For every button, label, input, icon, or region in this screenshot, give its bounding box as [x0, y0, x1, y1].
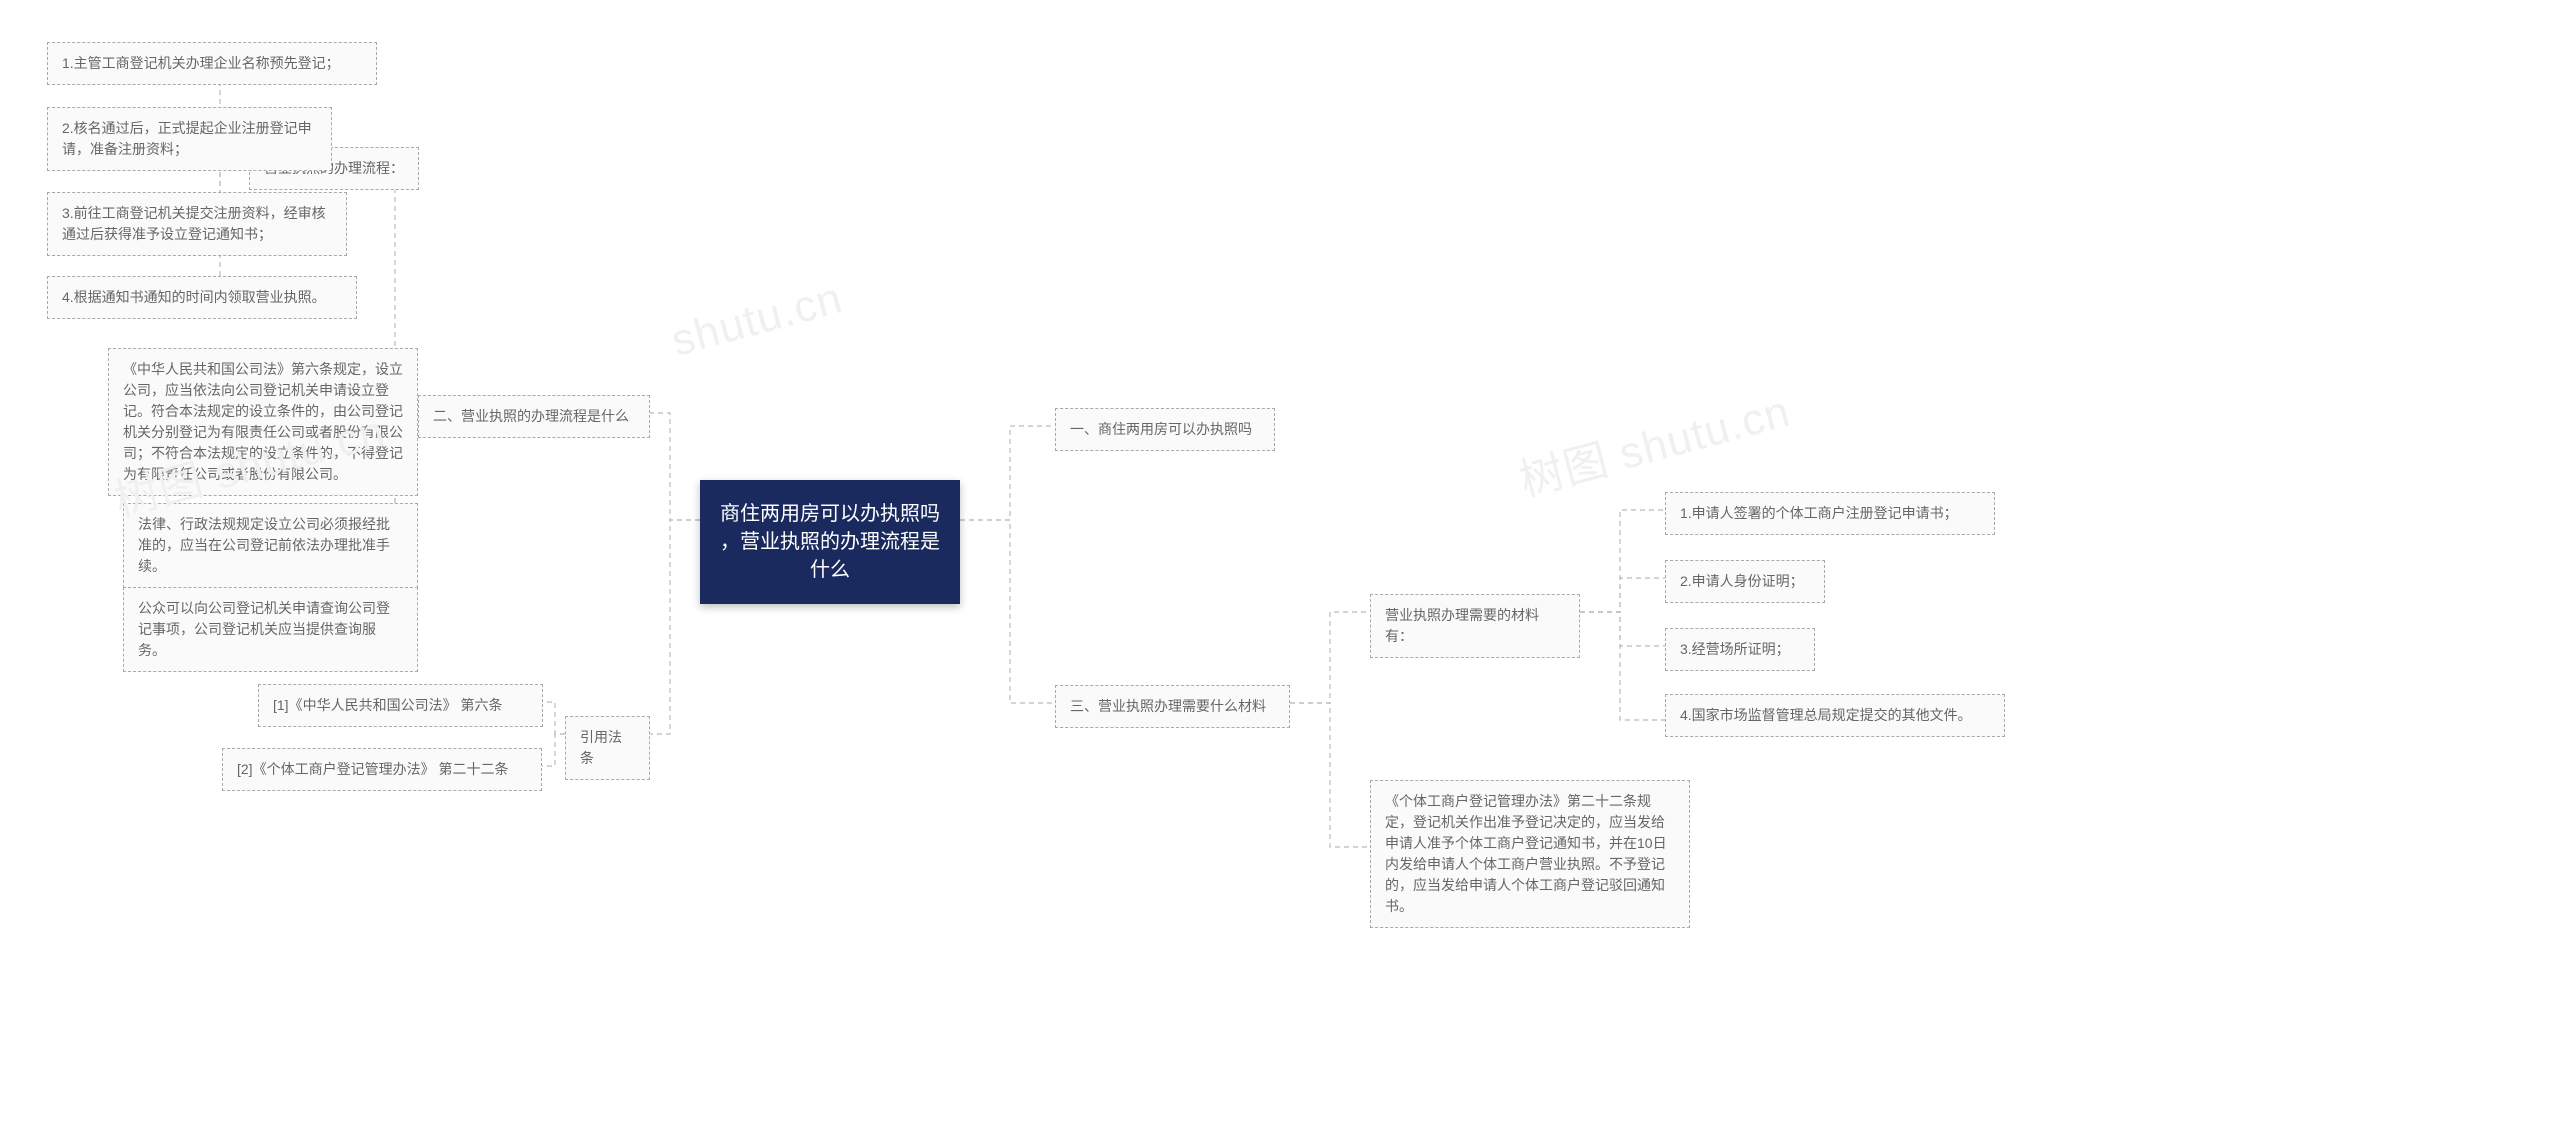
node-l2a3: 3.前往工商登记机关提交注册资料，经审核通过后获得准予设立登记通知书；: [47, 192, 347, 256]
node-r3a2: 2.申请人身份证明；: [1665, 560, 1825, 603]
watermark: 树图 shutu.cn: [1511, 375, 1796, 509]
node-l2: 二、营业执照的办理流程是什么: [418, 395, 650, 438]
node-l2a1: 1.主管工商登记机关办理企业名称预先登记；: [47, 42, 377, 85]
node-r3a4: 4.国家市场监督管理总局规定提交的其他文件。: [1665, 694, 2005, 737]
central-topic: 商住两用房可以办执照吗 ，营业执照的办理流程是 什么: [700, 480, 960, 604]
node-l2d: 公众可以向公司登记机关申请查询公司登记事项，公司登记机关应当提供查询服务。: [123, 587, 418, 672]
watermark: shutu.cn: [666, 273, 847, 366]
node-l3: 引用法条: [565, 716, 650, 780]
node-l2c: 法律、行政法规规定设立公司必须报经批准的，应当在公司登记前依法办理批准手续。: [123, 503, 418, 588]
node-r3a3: 3.经营场所证明；: [1665, 628, 1815, 671]
node-r3a: 营业执照办理需要的材料有：: [1370, 594, 1580, 658]
node-l3b: [2]《个体工商户登记管理办法》 第二十二条: [222, 748, 542, 791]
node-r1: 一、商住两用房可以办执照吗: [1055, 408, 1275, 451]
node-r3b: 《个体工商户登记管理办法》第二十二条规定，登记机关作出准予登记决定的，应当发给申…: [1370, 780, 1690, 928]
node-l2a4: 4.根据通知书通知的时间内领取营业执照。: [47, 276, 357, 319]
node-l2b: 《中华人民共和国公司法》第六条规定，设立公司，应当依法向公司登记机关申请设立登记…: [108, 348, 418, 496]
node-r3: 三、营业执照办理需要什么材料: [1055, 685, 1290, 728]
node-l3a: [1]《中华人民共和国公司法》 第六条: [258, 684, 543, 727]
node-r3a1: 1.申请人签署的个体工商户注册登记申请书；: [1665, 492, 1995, 535]
node-l2a2: 2.核名通过后，正式提起企业注册登记申请，准备注册资料；: [47, 107, 332, 171]
